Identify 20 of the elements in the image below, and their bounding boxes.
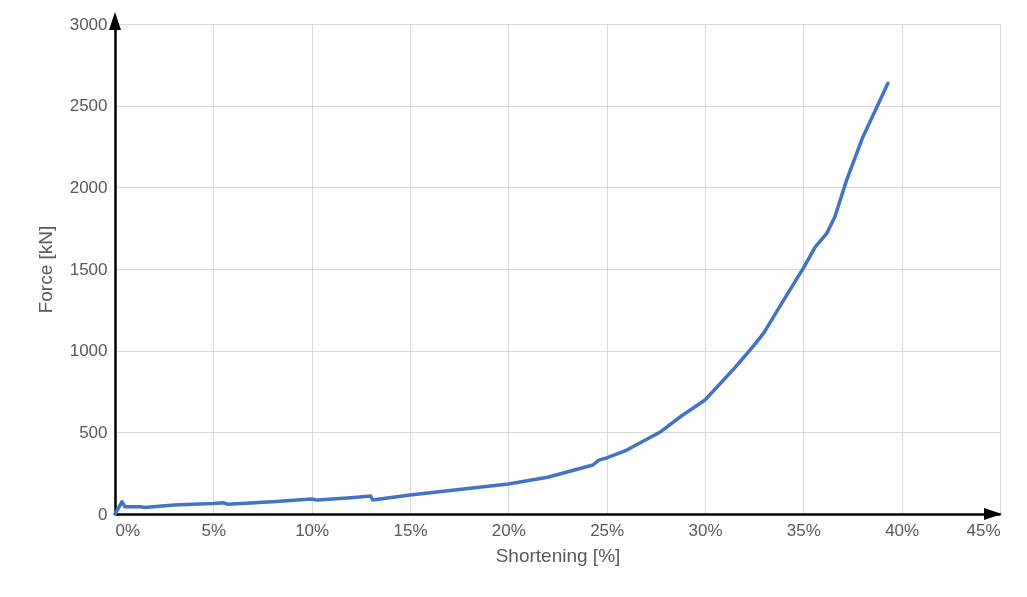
line-series [113, 81, 890, 516]
x-axis-title: Shortening [%] [495, 544, 621, 566]
x-tick-label: 40% [885, 520, 920, 540]
x-tick-label: 45% [966, 520, 1001, 540]
y-tick-label: 1000 [69, 341, 108, 361]
y-tick-label: 3000 [69, 14, 108, 34]
x-tick-label: 10% [295, 520, 330, 540]
y-tick-label: 500 [79, 422, 108, 442]
x-tick-label: 25% [590, 520, 625, 540]
x-tick-label: 30% [688, 520, 723, 540]
x-tick-label: 5% [201, 520, 227, 540]
x-tick-label: 15% [393, 520, 428, 540]
x-tick-label: 20% [491, 520, 526, 540]
y-tick-label: 2500 [69, 96, 108, 116]
y-tick-label: 2000 [69, 177, 108, 197]
y-tick-label: 1500 [69, 259, 108, 279]
x-tick-label: 35% [786, 520, 821, 540]
y-axis-title: Force [kN] [34, 225, 56, 314]
y-tick-label: 0 [98, 504, 108, 524]
x-tick-label: 0% [115, 520, 141, 540]
